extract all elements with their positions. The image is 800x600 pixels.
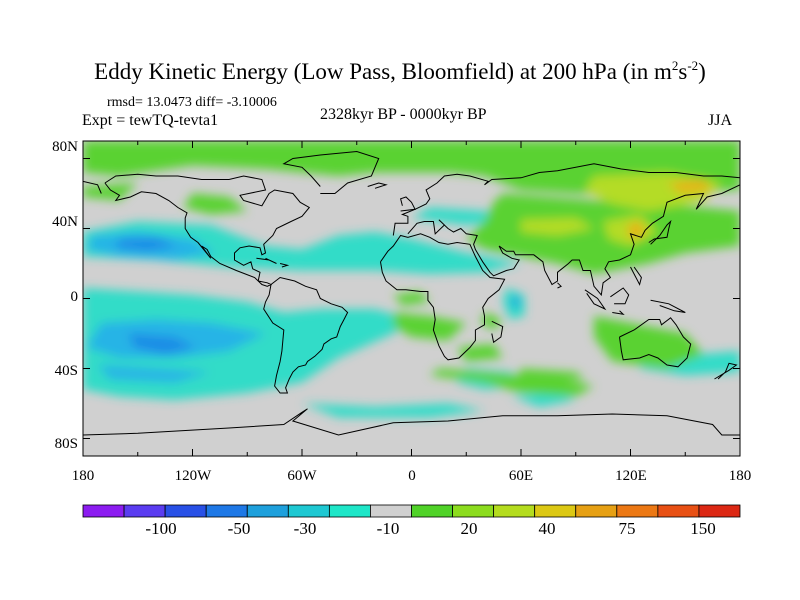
period-label: 2328kyr BP - 0000kyr BP [320,106,487,123]
coastline [263,276,349,394]
y-tick-label: 80S [54,436,78,452]
anomaly-region [393,312,467,341]
anomaly-region [521,218,594,236]
colorbar-label: -10 [376,519,400,538]
colorbar-swatch [657,504,700,518]
coastline [256,257,277,264]
coastline [380,233,506,361]
colorbar-label: -50 [227,519,251,538]
colorbar-label: 40 [538,519,556,538]
anomaly-region [115,237,178,252]
coastline [714,362,738,380]
coastline [392,163,740,236]
coastline [491,320,504,344]
plot-title: Eddy Kinetic Energy (Low Pass, Bloomfiel… [94,58,706,84]
colorbar-swatch [287,504,330,518]
anomaly-region [466,193,740,274]
colorbar-label: 20 [460,519,478,538]
anomaly-region [393,291,430,306]
anomaly-region [97,365,211,383]
coastline [650,299,686,313]
colorbar-label: 150 [690,519,716,538]
colorbar-swatch [328,504,371,518]
colorbar-swatch [123,504,166,518]
coastline [104,173,311,287]
anomaly-region [511,295,520,309]
x-tick-label: 180 [728,468,752,484]
coastline [399,196,416,212]
anomaly-region [480,312,503,330]
coastline [83,408,740,436]
anomaly-region [517,368,585,383]
colorbar-swatch [575,504,618,518]
x-tick-label: 180 [71,468,95,484]
coastline [630,266,642,286]
colorbar-swatch [616,504,659,518]
y-tick-label: 0 [70,289,79,305]
y-tick-label: 80N [52,139,78,155]
anomaly-region [429,368,594,397]
colorbar-swatch [205,504,248,518]
colorbar-swatch [698,504,741,518]
coastline [557,282,562,289]
anomaly-region [302,403,485,418]
colorbar-swatch [82,504,125,518]
anomaly-region [83,183,138,201]
coastline [367,182,388,189]
colorbar-label: -100 [145,519,177,538]
y-tick-label: 40N [52,214,78,230]
coastline [619,317,692,368]
anomaly-region [594,316,704,369]
colorbar-swatch [370,504,412,518]
anomaly-region [511,393,576,407]
x-tick-label: 120W [174,468,212,484]
anomaly-region [183,193,248,215]
colorbar-swatch [246,504,289,518]
coastline [279,263,290,268]
anomaly-region [667,179,713,194]
colorbar-swatch [452,504,495,518]
anomaly-region [626,221,646,239]
x-tick-label: 60E [508,468,534,484]
colorbar-swatch [411,504,453,518]
season-label: JJA [708,112,733,129]
colorbar-label: 75 [618,519,636,538]
coastline [407,184,740,297]
x-tick-label: 60W [287,468,317,484]
experiment-label: Expt = tewTQ-tevta1 [82,112,219,129]
colorbar-swatch [164,504,207,518]
anomaly-region [83,141,740,194]
colorbar-swatch [493,504,536,518]
x-tick-label: 0 [408,468,416,484]
x-tick-label: 120E [615,468,647,484]
anomaly-region [128,333,197,355]
coastline [584,289,607,311]
coastline [610,287,630,305]
colorbar-swatch [534,504,577,518]
coastline [282,150,380,194]
coastline [83,180,102,194]
colorbar-label: -30 [293,519,317,538]
anomaly-region [83,221,521,274]
stats-text: rmsd= 13.0473 diff= -3.10006 [107,95,277,110]
coastline [648,219,672,245]
coastline [612,310,625,316]
y-tick-label: 40S [54,363,78,379]
